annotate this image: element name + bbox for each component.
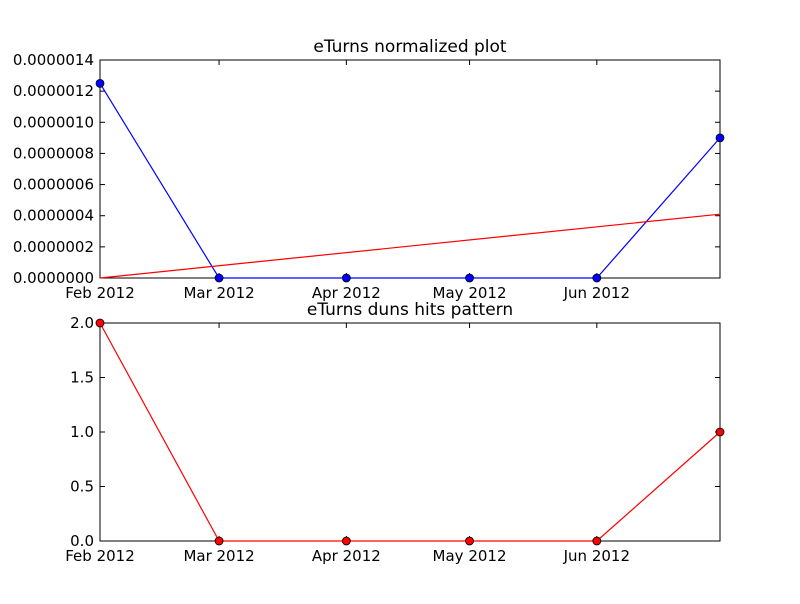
data-point [592,536,602,546]
y-tick-label: 0.0000012 [13,82,94,100]
x-tick-label: Apr 2012 [312,284,381,302]
data-point [465,273,474,283]
data-point [715,133,725,143]
y-tick-label: 0.0000014 [13,51,94,69]
data-point [214,273,224,283]
y-tick-label: 0.0000004 [13,207,94,225]
x-tick-label: Mar 2012 [183,547,254,565]
y-tick-label: 0.0 [70,532,94,550]
series-line-0 [99,322,721,542]
data-point [95,78,105,88]
x-tick-label: Feb 2012 [65,284,135,302]
chart-title: eTurns normalized plot [313,37,507,57]
data-point [341,273,351,283]
y-tick-label: 1.5 [70,369,94,387]
data-point [592,273,602,283]
series-line-0 [99,83,721,279]
x-tick-label: Jun 2012 [563,284,630,302]
chart-title: eTurns duns hits pattern [307,300,513,320]
chart-normalized-plot: eTurns normalized plot Feb 2012 Mar 2012 Ap… [13,37,725,302]
x-tick-label: Apr 2012 [312,547,381,565]
y-tick-label: 0.0000008 [13,144,94,162]
x-tick-label: Mar 2012 [183,284,254,302]
data-point [341,536,351,546]
x-tick-label: Jun 2012 [563,547,630,565]
plot-frame [99,322,721,542]
plot-frame [99,59,721,279]
chart-duns-hits-pattern: eTurns duns hits pattern Feb 2012 Mar 2012… [65,300,725,565]
series-line-1 [99,213,721,279]
x-tick-label: Feb 2012 [65,547,135,565]
y-tick-label: 0.0000002 [13,238,94,256]
data-point [465,536,474,546]
data-point [95,318,105,328]
data-point [715,427,725,437]
y-tick-label: 0.0000000 [13,269,94,287]
x-tick-label: May 2012 [433,547,507,565]
y-tick-label: 0.5 [70,478,94,496]
x-tick-label: May 2012 [433,284,507,302]
y-tick-label: 0.0000010 [13,113,94,131]
y-tick-label: 0.0000006 [13,176,94,194]
y-tick-label: 1.0 [70,423,94,441]
y-tick-label: 2.0 [70,314,94,332]
data-point [214,536,224,546]
